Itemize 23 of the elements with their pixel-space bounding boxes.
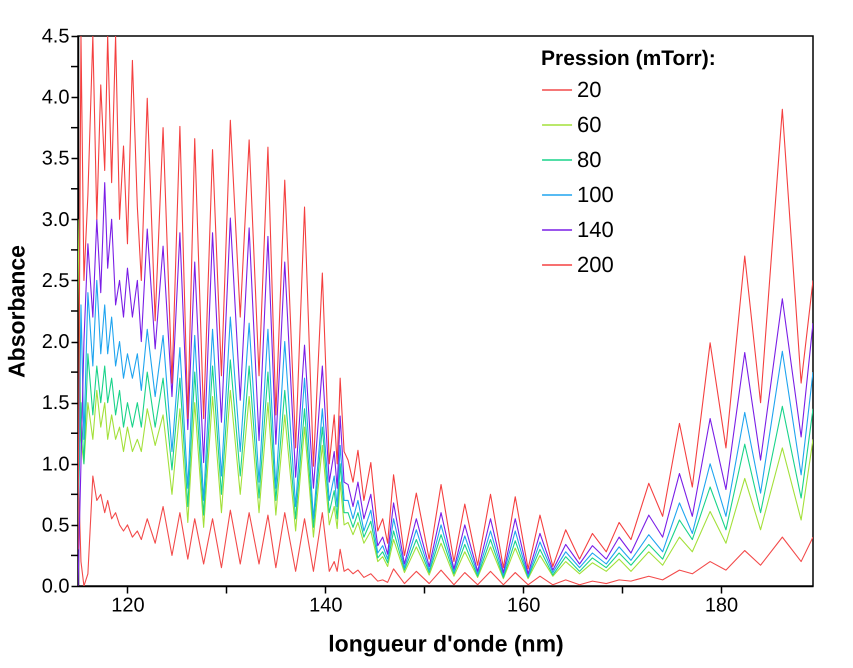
y-tick-label: 2.5	[42, 270, 70, 292]
y-tick-label: 3.0	[42, 208, 70, 231]
legend-label: 140	[577, 217, 614, 242]
legend-label: 20	[577, 77, 602, 102]
legend-label: 200	[577, 252, 614, 277]
y-tick-label: 1.5	[42, 392, 70, 414]
y-tick-label: 1.0	[42, 453, 70, 476]
legend-label: 100	[577, 182, 614, 207]
y-axis-title: Absorbance	[4, 245, 30, 378]
legend-title: Pression (mTorr):	[541, 47, 716, 70]
y-tick-label: 4.0	[42, 86, 70, 109]
x-tick-label: 160	[506, 594, 540, 616]
y-tick-label: 2.0	[42, 331, 70, 354]
y-tick-label: 0.0	[42, 576, 70, 598]
x-axis-title: longueur d'onde (nm)	[328, 630, 564, 656]
y-tick-label: 4.5	[42, 26, 70, 48]
x-tick-label: 140	[309, 594, 342, 616]
x-tick-label: 120	[111, 594, 145, 616]
legend-label: 60	[577, 112, 602, 137]
legend-label: 80	[577, 147, 602, 172]
x-tick-label: 180	[704, 594, 738, 616]
y-tick-label: 3.5	[42, 148, 70, 170]
y-tick-label: 0.5	[42, 514, 70, 536]
